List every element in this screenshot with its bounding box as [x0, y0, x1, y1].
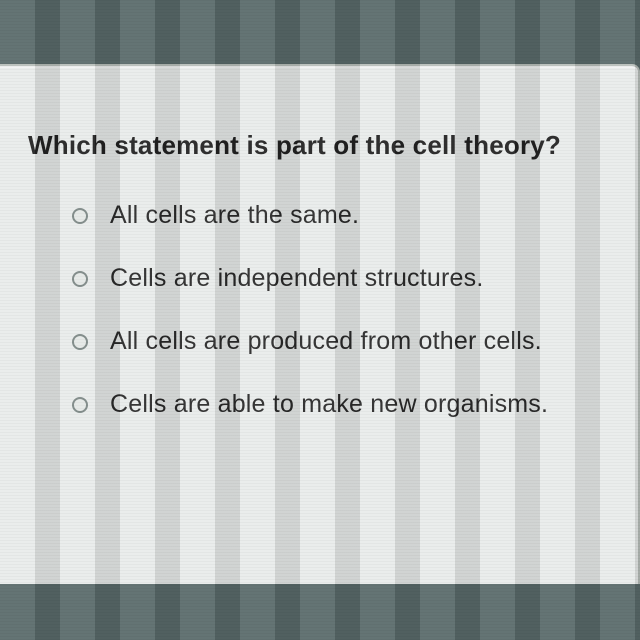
options-group: All cells are the same. Cells are indepe…: [28, 201, 610, 419]
radio-icon[interactable]: [72, 271, 88, 287]
option-label: All cells are produced from other cells.: [110, 327, 542, 356]
question-text: Which statement is part of the cell theo…: [28, 130, 610, 161]
option-row[interactable]: Cells are able to make new organisms.: [72, 390, 610, 419]
option-label: All cells are the same.: [110, 201, 359, 230]
radio-icon[interactable]: [72, 397, 88, 413]
option-label: Cells are independent structures.: [110, 264, 483, 293]
radio-icon[interactable]: [72, 334, 88, 350]
option-label: Cells are able to make new organisms.: [110, 390, 548, 419]
radio-icon[interactable]: [72, 208, 88, 224]
question-card: Which statement is part of the cell theo…: [0, 64, 640, 584]
option-row[interactable]: All cells are produced from other cells.: [72, 327, 610, 356]
option-row[interactable]: All cells are the same.: [72, 201, 610, 230]
option-row[interactable]: Cells are independent structures.: [72, 264, 610, 293]
